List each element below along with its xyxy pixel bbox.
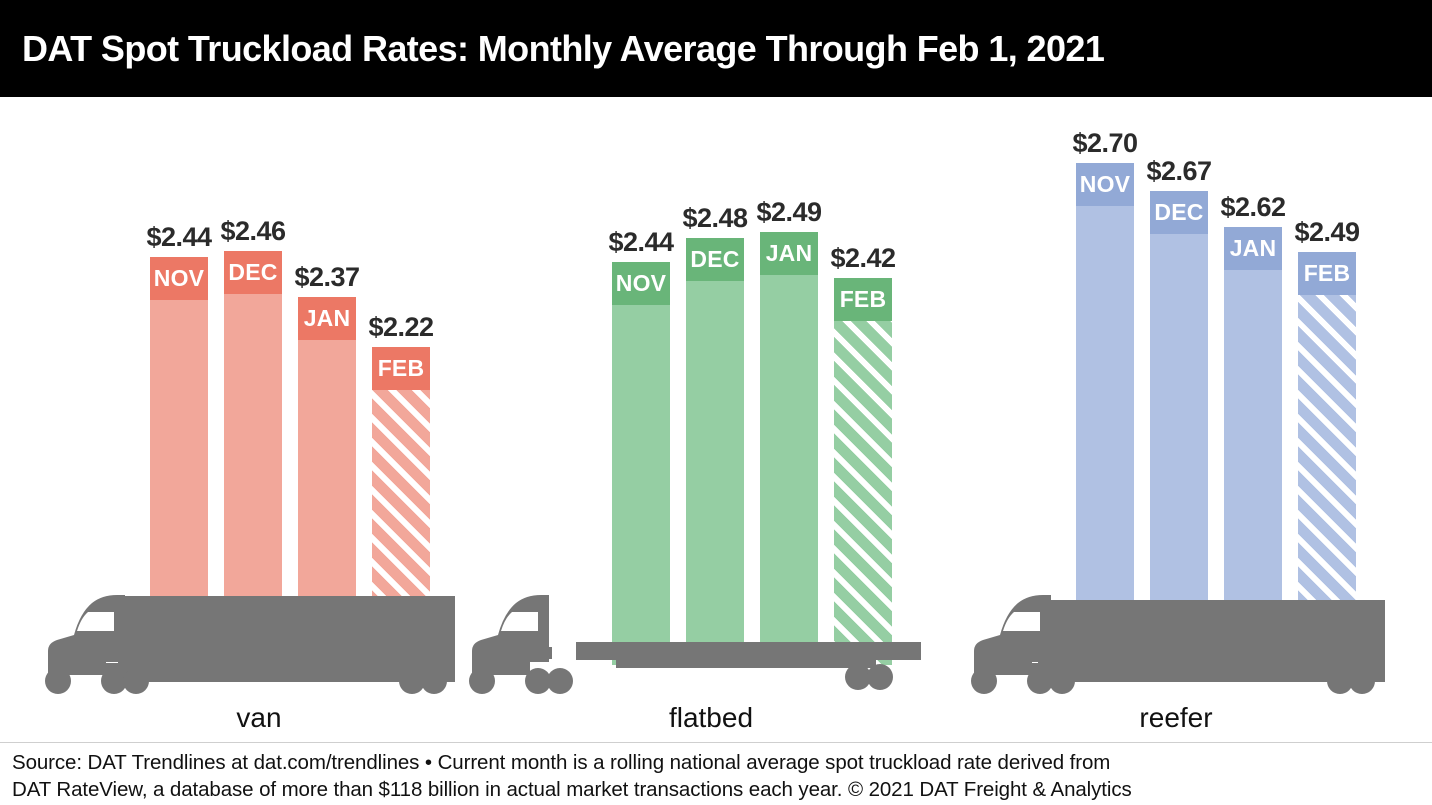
reefer-truck-icon <box>930 585 1400 695</box>
bar-body <box>760 275 818 665</box>
bar-reefer-dec[interactable]: $2.67 DEC <box>1146 156 1212 606</box>
category-label-van: van <box>236 702 282 733</box>
bar-body <box>224 294 282 606</box>
bar-month-band: DEC <box>224 251 282 294</box>
bar-flatbed-jan[interactable]: $2.49 JAN <box>756 197 822 665</box>
bar-body <box>612 305 670 665</box>
bar-body <box>150 300 208 606</box>
bar-month-band: DEC <box>1150 191 1208 234</box>
bar-body <box>834 321 892 665</box>
chart-group-flatbed: $2.44 NOV $2.48 DEC $2.49 JAN <box>466 97 936 742</box>
bar-set-reefer: $2.70 NOV $2.67 DEC $2.62 JAN <box>930 97 1400 742</box>
bar-value-label: $2.44 <box>146 222 212 252</box>
bar-month-label: JAN <box>765 240 813 266</box>
bar-value-label: $2.49 <box>1294 217 1360 247</box>
bar-body <box>1150 234 1208 606</box>
bar-month-label: FEB <box>1303 260 1351 286</box>
bar-body <box>298 340 356 606</box>
bar-flatbed-nov[interactable]: $2.44 NOV <box>608 227 674 665</box>
bar-set-flatbed: $2.44 NOV $2.48 DEC $2.49 JAN <box>466 97 936 742</box>
bar-month-label: JAN <box>303 305 351 331</box>
bar-van-feb[interactable]: $2.22 FEB <box>368 312 434 606</box>
bar-value-label: $2.70 <box>1072 128 1138 158</box>
bar-month-label: FEB <box>377 355 425 381</box>
bar-month-band: NOV <box>612 262 670 305</box>
bar-month-label: NOV <box>153 265 205 291</box>
bar-month-band: JAN <box>1224 227 1282 270</box>
bar-month-band: FEB <box>834 278 892 321</box>
bar-value-label: $2.42 <box>830 243 896 273</box>
bar-month-band: FEB <box>372 347 430 390</box>
bar-value-label: $2.22 <box>368 312 434 342</box>
bar-flatbed-dec[interactable]: $2.48 DEC <box>682 203 748 665</box>
bar-month-label: FEB <box>839 286 887 312</box>
bar-van-nov[interactable]: $2.44 NOV <box>146 222 212 606</box>
bar-flatbed-feb[interactable]: $2.42 FEB <box>830 243 896 665</box>
bar-body <box>1224 270 1282 606</box>
bar-month-label: DEC <box>228 259 278 285</box>
category-label-flatbed: flatbed <box>668 702 754 733</box>
title-bar: DAT Spot Truckload Rates: Monthly Averag… <box>0 0 1432 97</box>
bar-value-label: $2.49 <box>756 197 822 227</box>
bar-month-label: DEC <box>690 246 740 272</box>
bar-value-label: $2.46 <box>220 216 286 246</box>
chart-plot-area: $2.44 NOV $2.46 DEC $2.37 JAN <box>0 97 1432 742</box>
bar-set-van: $2.44 NOV $2.46 DEC $2.37 JAN <box>4 97 474 742</box>
bar-month-label: NOV <box>1079 171 1131 197</box>
bar-month-label: NOV <box>615 270 667 296</box>
bar-value-label: $2.48 <box>682 203 748 233</box>
bar-body <box>686 281 744 665</box>
bar-van-dec[interactable]: $2.46 DEC <box>220 216 286 606</box>
bar-van-jan[interactable]: $2.37 JAN <box>294 262 360 606</box>
source-line-2: DAT RateView, a database of more than $1… <box>12 778 1132 801</box>
bar-month-band: NOV <box>150 257 208 300</box>
bar-month-band: NOV <box>1076 163 1134 206</box>
page-title: DAT Spot Truckload Rates: Monthly Averag… <box>22 27 1105 69</box>
bar-reefer-nov[interactable]: $2.70 NOV <box>1072 128 1138 606</box>
bar-value-label: $2.37 <box>294 262 360 292</box>
bar-month-label: JAN <box>1229 235 1277 261</box>
bar-month-label: DEC <box>1154 199 1204 225</box>
bar-month-band: DEC <box>686 238 744 281</box>
chart-group-reefer: $2.70 NOV $2.67 DEC $2.62 JAN <box>930 97 1400 742</box>
source-footnote: Source: DAT Trendlines at dat.com/trendl… <box>0 742 1432 805</box>
bar-value-label: $2.62 <box>1220 192 1286 222</box>
source-line-1: Source: DAT Trendlines at dat.com/trendl… <box>12 751 1111 774</box>
bar-month-band: FEB <box>1298 252 1356 295</box>
bar-reefer-feb[interactable]: $2.49 FEB <box>1294 217 1360 606</box>
chart-group-van: $2.44 NOV $2.46 DEC $2.37 JAN <box>4 97 474 742</box>
bar-value-label: $2.67 <box>1146 156 1212 186</box>
flatbed-truck-icon <box>466 585 936 695</box>
bar-value-label: $2.44 <box>608 227 674 257</box>
van-truck-icon <box>4 585 474 695</box>
bar-month-band: JAN <box>298 297 356 340</box>
bar-body <box>372 390 430 606</box>
bar-body <box>1076 206 1134 606</box>
bar-month-band: JAN <box>760 232 818 275</box>
bar-reefer-jan[interactable]: $2.62 JAN <box>1220 192 1286 606</box>
bar-body <box>1298 295 1356 606</box>
category-label-reefer: reefer <box>1139 702 1213 733</box>
